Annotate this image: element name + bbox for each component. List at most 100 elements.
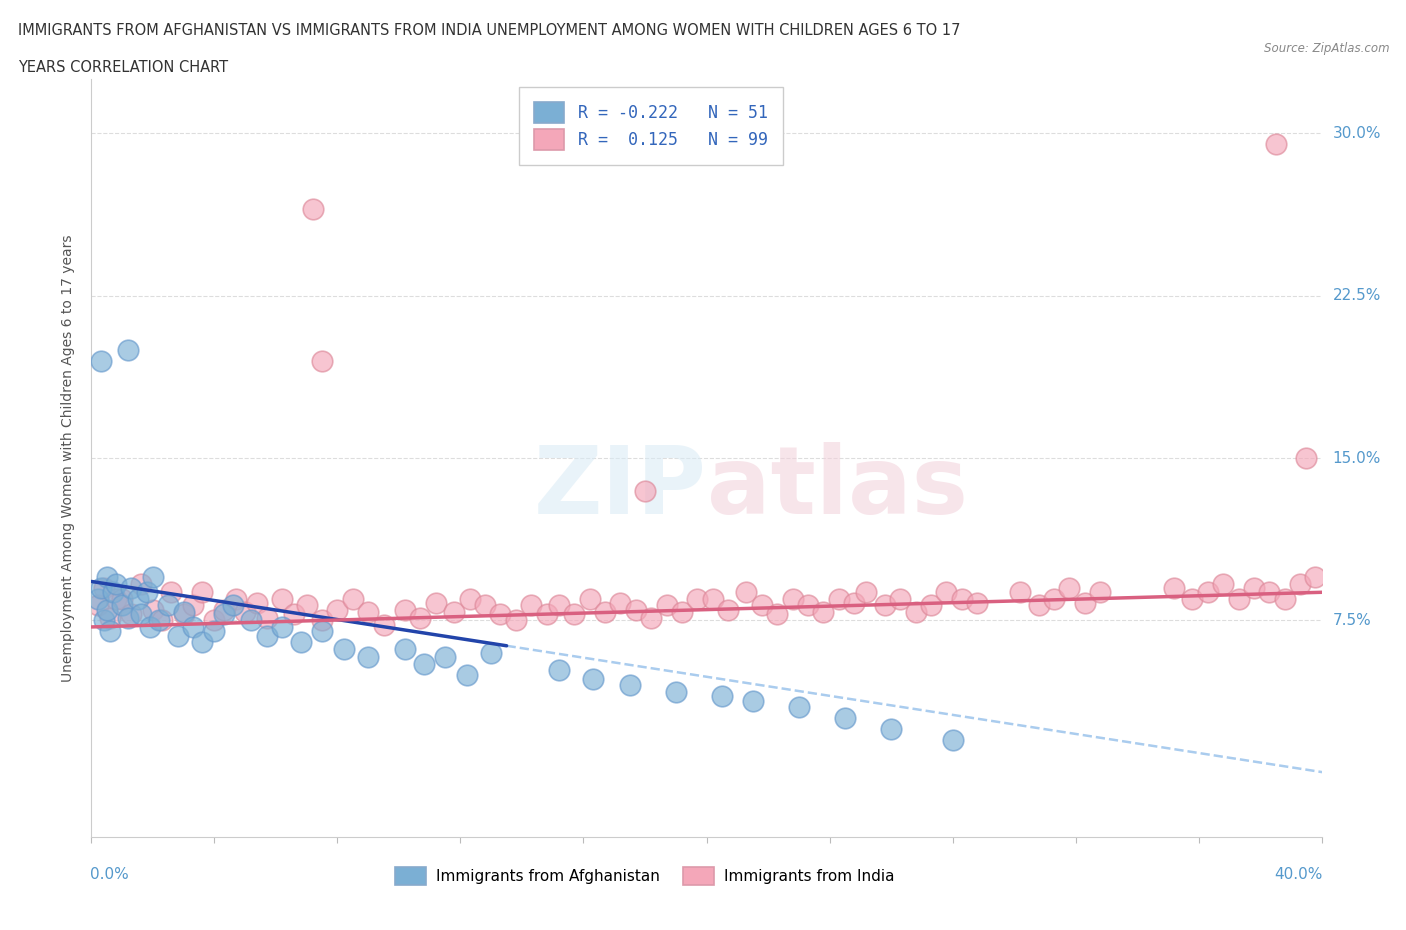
Point	[148, 613, 170, 628]
Point	[96, 570, 118, 585]
Point	[1028, 598, 1050, 613]
Point	[311, 624, 333, 639]
Point	[202, 613, 225, 628]
Point	[735, 585, 758, 600]
Point	[671, 604, 693, 619]
Point	[311, 613, 333, 628]
Point	[150, 613, 173, 628]
Point	[129, 606, 152, 621]
Point	[474, 598, 496, 613]
Point	[1181, 591, 1204, 606]
Point	[117, 342, 139, 357]
Text: Source: ZipAtlas.com: Source: ZipAtlas.com	[1264, 42, 1389, 55]
Point	[290, 634, 312, 649]
Point	[86, 598, 108, 613]
Text: YEARS CORRELATION CHART: YEARS CORRELATION CHART	[18, 60, 228, 75]
Point	[311, 353, 333, 368]
Point	[326, 603, 349, 618]
Point	[1010, 585, 1032, 600]
Point	[479, 645, 502, 660]
Point	[1295, 451, 1317, 466]
Point	[394, 641, 416, 656]
Point	[191, 634, 214, 649]
Point	[93, 613, 115, 628]
Point	[191, 585, 214, 600]
Point	[873, 598, 896, 613]
Point	[741, 693, 763, 708]
Point	[634, 483, 657, 498]
Point	[935, 585, 957, 600]
Point	[782, 591, 804, 606]
Point	[271, 591, 294, 606]
Point	[1088, 585, 1111, 600]
Point	[1264, 137, 1286, 152]
Text: IMMIGRANTS FROM AFGHANISTAN VS IMMIGRANTS FROM INDIA UNEMPLOYMENT AMONG WOMEN WI: IMMIGRANTS FROM AFGHANISTAN VS IMMIGRANT…	[18, 23, 960, 38]
Point	[96, 603, 118, 618]
Point	[425, 596, 447, 611]
Point	[1197, 585, 1219, 600]
Point	[246, 596, 269, 611]
Point	[93, 580, 115, 595]
Point	[256, 611, 278, 626]
Point	[505, 613, 527, 628]
Point	[443, 604, 465, 619]
Point	[271, 619, 294, 634]
Point	[181, 598, 204, 613]
Point	[828, 591, 851, 606]
Legend: Immigrants from Afghanistan, Immigrants from India: Immigrants from Afghanistan, Immigrants …	[385, 857, 904, 894]
Point	[702, 591, 724, 606]
Point	[157, 598, 180, 613]
Point	[1227, 591, 1250, 606]
Point	[1059, 580, 1081, 595]
Text: 22.5%: 22.5%	[1333, 288, 1381, 303]
Point	[751, 598, 773, 613]
Point	[120, 580, 142, 595]
Text: 15.0%: 15.0%	[1333, 450, 1381, 466]
Point	[609, 596, 631, 611]
Point	[889, 591, 911, 606]
Point	[373, 618, 395, 632]
Point	[489, 606, 512, 621]
Point	[880, 722, 903, 737]
Point	[536, 606, 558, 621]
Point	[98, 611, 121, 626]
Point	[90, 353, 112, 368]
Point	[434, 650, 457, 665]
Point	[619, 678, 641, 693]
Point	[173, 604, 195, 619]
Point	[920, 598, 942, 613]
Point	[142, 603, 165, 618]
Point	[212, 603, 235, 618]
Point	[686, 591, 709, 606]
Point	[342, 591, 364, 606]
Point	[142, 570, 165, 585]
Point	[458, 591, 481, 606]
Text: atlas: atlas	[706, 443, 967, 535]
Point	[855, 585, 877, 600]
Point	[86, 591, 108, 606]
Point	[160, 585, 183, 600]
Point	[105, 591, 127, 606]
Point	[240, 613, 263, 628]
Y-axis label: Unemployment Among Women with Children Ages 6 to 17 years: Unemployment Among Women with Children A…	[62, 234, 76, 682]
Point	[717, 603, 740, 618]
Point	[212, 606, 235, 621]
Point	[129, 577, 152, 591]
Point	[357, 650, 380, 665]
Point	[409, 611, 432, 626]
Point	[593, 604, 616, 619]
Point	[787, 699, 810, 714]
Point	[357, 604, 380, 619]
Point	[256, 628, 278, 643]
Point	[842, 596, 865, 611]
Text: 0.0%: 0.0%	[90, 868, 129, 883]
Point	[1305, 570, 1327, 585]
Point	[332, 641, 354, 656]
Point	[1258, 585, 1281, 600]
Point	[301, 202, 323, 217]
Point	[1163, 580, 1185, 595]
Point	[813, 604, 835, 619]
Point	[547, 663, 569, 678]
Point	[640, 611, 662, 626]
Point	[127, 591, 149, 606]
